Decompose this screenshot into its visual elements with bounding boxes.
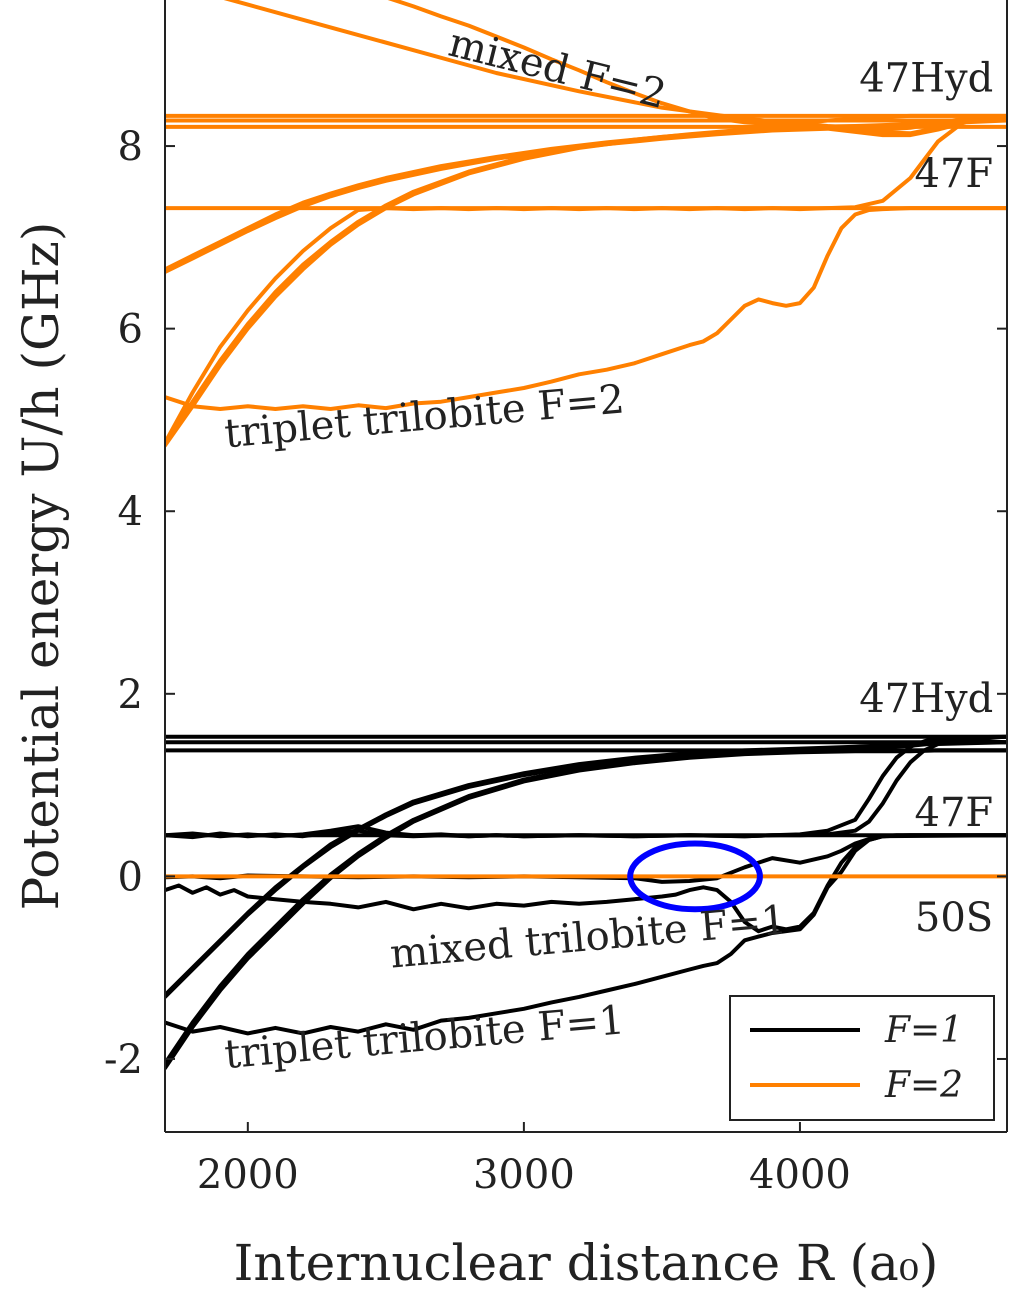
annotation-layer: mixed F=2 47Hyd 47F triplet trilobite F=2 47… xyxy=(223,20,994,1078)
series-line-f1-20 xyxy=(165,740,1007,840)
series-line-f1-19 xyxy=(165,748,1007,1071)
annotation-7: mixed trilobite F=1 xyxy=(388,897,788,977)
annotation-1: 47Hyd xyxy=(859,55,993,101)
x-tick-label: 4000 xyxy=(749,1152,851,1198)
x-tick-label: 2000 xyxy=(197,1152,299,1198)
series-line-f2-10 xyxy=(165,114,1007,445)
y-tick-label: 6 xyxy=(118,307,143,353)
highlight-layer xyxy=(627,840,763,913)
axes-layer: 2000 3000 4000 -2 0 2 4 6 8 xyxy=(104,0,1008,1198)
legend-box xyxy=(729,995,995,1121)
annotation-5: 47F xyxy=(915,790,994,836)
legend-label-f2: F=2 xyxy=(884,1065,963,1106)
annotation-0: mixed F=2 xyxy=(444,20,671,118)
x-tick-label: 3000 xyxy=(473,1152,575,1198)
series-line-f2-6 xyxy=(165,113,1007,272)
series-layer xyxy=(165,0,1007,1071)
y-tick-label: 0 xyxy=(118,854,143,900)
y-axis-label: Potential energy U/h (GHz) xyxy=(12,222,70,911)
series-line-f1-24 xyxy=(165,833,1007,1036)
y-tick-label: -2 xyxy=(104,1037,143,1083)
series-line-f1-17 xyxy=(165,738,1007,999)
series-line-f2-7 xyxy=(165,118,1007,274)
annotation-8: triplet trilobite F=1 xyxy=(223,997,627,1078)
series-line-f2-4 xyxy=(387,0,1007,127)
series-line-f2-11 xyxy=(165,206,1007,411)
annotation-2: 47F xyxy=(915,151,994,197)
annotation-6: 50S xyxy=(915,895,993,941)
highlight-ellipse xyxy=(627,840,763,913)
series-line-f2-9 xyxy=(165,118,1007,448)
annotation-4: 47Hyd xyxy=(859,676,993,722)
series-line-f1-21 xyxy=(165,734,1007,839)
y-tick-label: 2 xyxy=(118,672,143,718)
x-axis-label: Internuclear distance R (a₀) xyxy=(234,1234,939,1292)
legend: F=1 F=2 xyxy=(729,995,995,1121)
legend-label-f1: F=1 xyxy=(884,1010,963,1051)
annotation-3: triplet trilobite F=2 xyxy=(223,376,627,457)
y-tick-label: 4 xyxy=(118,489,143,535)
y-tick-label: 8 xyxy=(118,124,143,170)
